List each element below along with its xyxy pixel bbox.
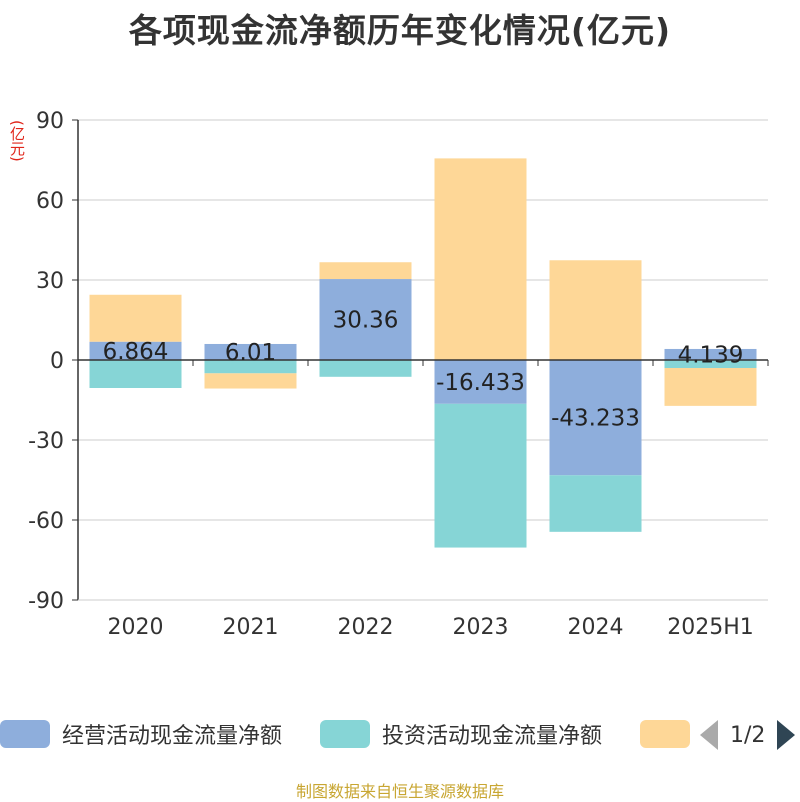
data-label-2021: 6.01 [225,340,276,366]
bar-2021-series-1 [204,360,297,374]
bar-2020-series-2 [89,294,182,342]
legend-swatch-operating [0,720,50,748]
x-tick-label: 2021 [223,615,279,640]
y-tick-label: -30 [28,429,64,454]
chart-title: 各项现金流净额历年变化情况(亿元) [128,11,672,50]
legend-pager: 1/2 [700,720,796,750]
data-label-2023: -16.433 [436,370,525,396]
bar-2023-series-1 [434,403,527,548]
data-label-2022: 30.36 [333,308,399,334]
x-tick-label: 2020 [108,615,164,640]
x-tick-label: 2022 [338,615,394,640]
bar-2022-series-2 [319,262,412,280]
bar-2025H1-series-2 [664,368,757,406]
data-label-2020: 6.864 [103,339,169,365]
x-tick-label: 2025H1 [667,615,754,640]
bar-2020-series-0 [89,341,182,360]
legend-next-page-icon[interactable] [777,720,796,750]
legend-item-investing[interactable]: 投资活动现金流量净额 [320,720,603,749]
x-tick-label: 2023 [453,615,509,640]
bar-2021-series-0 [204,343,297,360]
legend-page-indicator: 1/2 [730,722,766,748]
bar-2023-series-2 [434,158,527,360]
bar-2023-series-0 [434,360,527,404]
y-axis-unit-label: (亿元) [8,120,26,162]
y-tick-label: 60 [36,189,64,214]
bar-2025H1-series-0 [664,348,757,360]
legend-swatch-investing [320,720,370,748]
data-source-note: 制图数据来自恒生聚源数据库 [295,782,504,801]
legend-prev-page-icon[interactable] [700,720,718,750]
chart-legend: 经营活动现金流量净额 投资活动现金流量净额 1/2 [0,714,800,754]
legend-item-operating[interactable]: 经营活动现金流量净额 [0,720,283,749]
y-tick-label: 0 [50,349,64,374]
y-tick-label: -60 [28,509,64,534]
data-label-2024: -43.233 [551,406,640,432]
legend-label-investing: 投资活动现金流量净额 [382,724,603,749]
bar-2024-series-1 [549,475,642,532]
bar-2020-series-1 [89,360,182,388]
bar-2021-series-2 [204,373,297,389]
y-tick-label: 30 [36,269,64,294]
bar-2022-series-1 [319,360,412,377]
legend-swatch-third [640,720,690,748]
legend-label-operating: 经营活动现金流量净额 [62,724,283,749]
legend-item-third[interactable] [640,720,690,748]
y-tick-label: -90 [28,589,64,614]
y-tick-label: 90 [36,109,64,134]
bar-chart: 90 60 30 0 -30 -60 -90 2020 2021 2022 2023 2024 2025… [28,109,769,640]
bar-2022-series-0 [319,279,412,360]
bar-2025H1-series-1 [664,360,757,368]
bar-2024-series-2 [549,260,642,360]
x-tick-label: 2024 [568,615,624,640]
bar-2024-series-0 [549,360,642,476]
data-label-2025H1: 4.139 [678,342,744,368]
